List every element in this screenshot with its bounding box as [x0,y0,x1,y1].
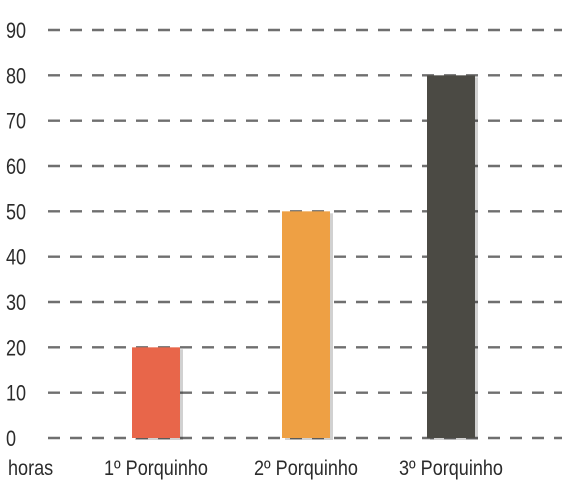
bar-3 [427,75,475,438]
y-tick-label-20: 20 [6,337,26,361]
y-axis-ticks: 0 10 20 30 40 50 60 70 80 90 [6,19,26,451]
category-label-1: 1º Porquinho [104,457,208,481]
y-tick-label-40: 40 [6,246,26,270]
gridlines [48,28,562,440]
bar-1 [132,347,180,438]
category-label-2: 2º Porquinho [254,457,358,481]
x-axis-categories: horas 1º Porquinho 2º Porquinho 3º Porquin… [8,457,503,481]
category-label-3: 3º Porquinho [399,457,503,481]
bar-2 [282,211,330,438]
bars [132,75,478,440]
y-axis-unit-label: horas [8,457,53,481]
y-tick-label-10: 10 [6,382,26,406]
y-tick-label-70: 70 [6,110,26,134]
y-tick-label-50: 50 [6,201,26,225]
y-tick-label-60: 60 [6,155,26,179]
y-tick-label-90: 90 [6,19,26,43]
y-tick-label-0: 0 [6,427,16,451]
y-tick-label-80: 80 [6,65,26,89]
y-tick-label-30: 30 [6,291,26,315]
